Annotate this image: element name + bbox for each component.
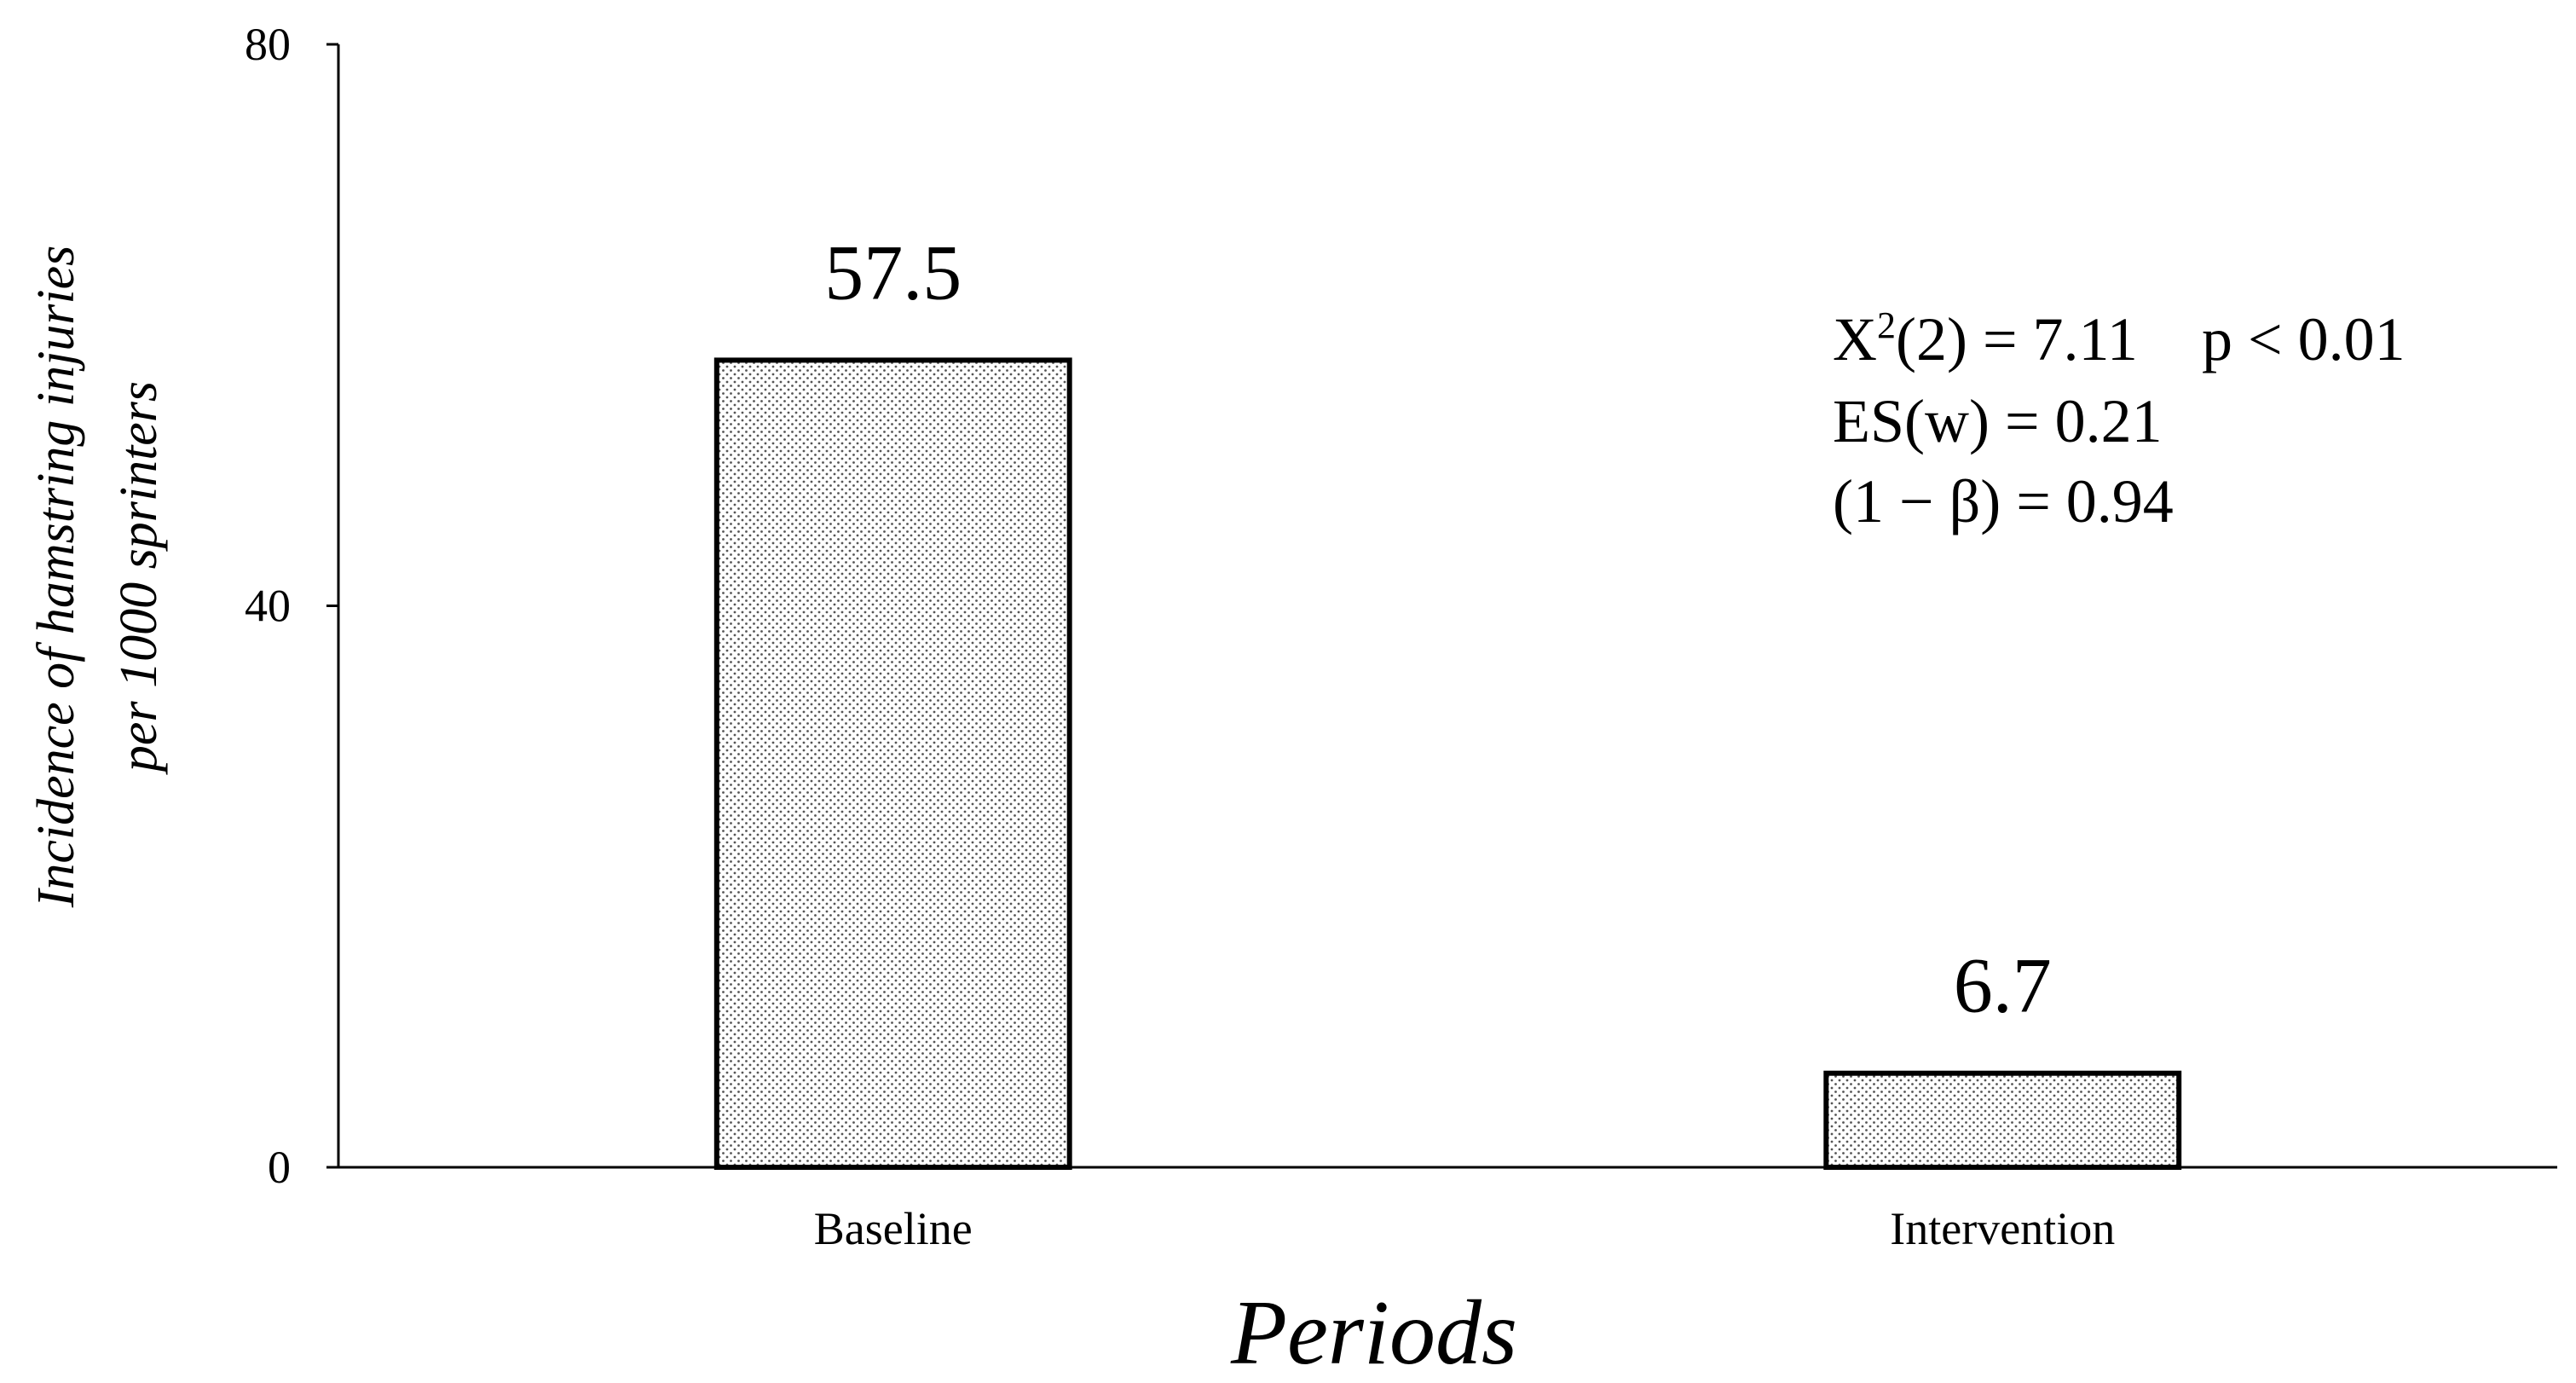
stat-power: (1 − β) = 0.94 bbox=[1833, 467, 2174, 535]
y-ticks: 0 40 80 bbox=[245, 19, 338, 1193]
bar-baseline bbox=[713, 357, 1072, 1170]
y-tick-label: 80 bbox=[245, 19, 291, 70]
data-label-intervention: 6.7 bbox=[1954, 942, 2052, 1029]
y-tick-label: 40 bbox=[245, 581, 291, 632]
x-tick-label-intervention: Intervention bbox=[1890, 1203, 2115, 1254]
x-tick-label-baseline: Baseline bbox=[814, 1203, 973, 1254]
stat-chi-symbol: X bbox=[1833, 305, 1877, 373]
data-label-baseline: 57.5 bbox=[824, 229, 962, 315]
stat-chi-square: X2(2) = 7.11 bbox=[1833, 304, 2138, 373]
x-axis-title: Periods bbox=[1230, 1282, 1517, 1383]
stat-chi-value: (2) = 7.11 bbox=[1896, 305, 2138, 373]
stat-chi-superscript: 2 bbox=[1877, 304, 1896, 346]
y-axis-title-line1: Incidence of hamstring injuries bbox=[27, 246, 85, 909]
bars-group: 57.5 Baseline 6.7 Intervention bbox=[713, 229, 2182, 1254]
y-axis-title-line2: per 1000 sprinters bbox=[110, 381, 168, 775]
y-tick-label: 0 bbox=[268, 1142, 291, 1193]
bar-intervention bbox=[1823, 1070, 2182, 1171]
stat-p-value: p < 0.01 bbox=[2202, 305, 2406, 373]
stat-effect-size: ES(w) = 0.21 bbox=[1833, 387, 2163, 455]
